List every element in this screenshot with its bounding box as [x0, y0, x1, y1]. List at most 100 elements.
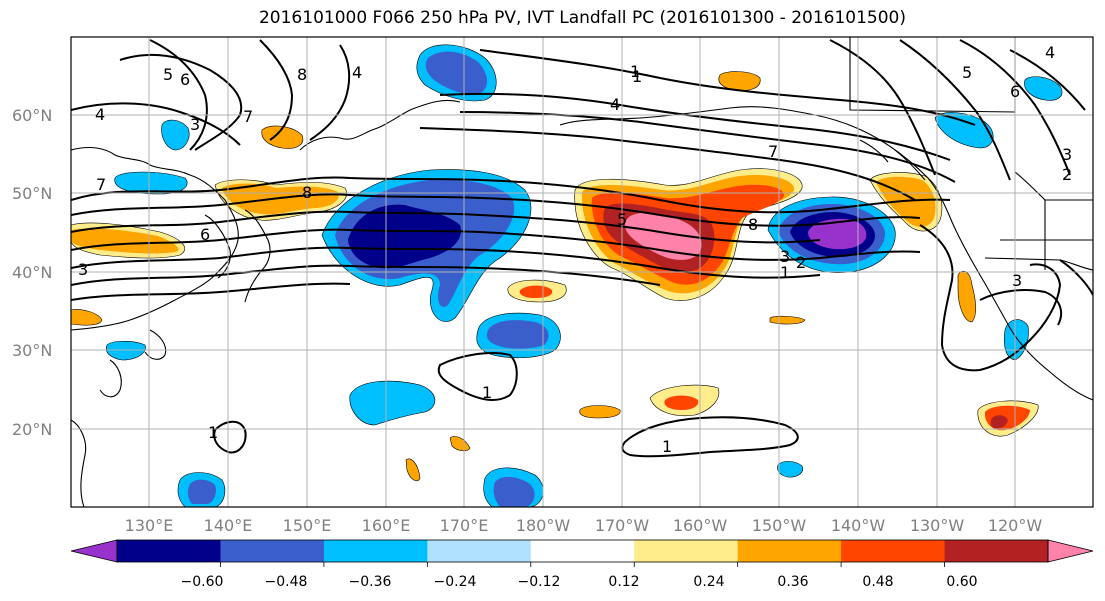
colorbar-swatch [427, 540, 532, 562]
contour-label: 4 [610, 95, 620, 114]
contour-label: 1 [482, 383, 492, 402]
anomaly-region-far-sw-mid [187, 479, 217, 504]
colorbar-label: −0.12 [518, 574, 561, 590]
anomaly-region-far-w-orange-core [71, 228, 179, 254]
colorbar-swatch [737, 540, 842, 562]
anomaly-region-nw-orange [261, 125, 304, 149]
anomaly-region-central-mid [486, 320, 549, 349]
colorbar-swatch [944, 540, 1049, 562]
lon-label: 170°E [440, 516, 489, 535]
anomaly-region-nw-small [161, 119, 190, 151]
lon-label: 160°E [362, 516, 411, 535]
colorbar: −0.60 −0.48 −0.36 −0.24 −0.12 0.12 0.24 … [70, 539, 1094, 590]
lat-label: 60°N [12, 106, 52, 125]
contour-label: 1 [630, 62, 640, 81]
lat-label: 40°N [12, 263, 52, 282]
colorbar-swatch [841, 540, 946, 562]
lat-label: 50°N [12, 184, 52, 203]
contour-label: 6 [1010, 82, 1020, 101]
contour-label: 2 [796, 253, 806, 272]
contour-label: 1 [780, 263, 790, 282]
lon-label: 130°W [910, 516, 965, 535]
map-title: 2016101000 F066 250 hPa PV, IVT Landfall… [258, 8, 906, 28]
gridlines [71, 37, 1093, 507]
anomaly-region-west-core [348, 204, 461, 269]
anomaly-region-far-ne-blue [1024, 76, 1063, 101]
map-frame [70, 36, 1094, 508]
anomaly-region-mid-red [519, 285, 553, 298]
colorbar-swatch [117, 540, 221, 562]
colorbar-labels: −0.60 −0.48 −0.36 −0.24 −0.12 0.12 0.24 … [181, 574, 978, 590]
contour-label: 2 [1062, 165, 1072, 184]
colorbar-swatch [634, 540, 739, 562]
lon-label: 150°W [752, 516, 807, 535]
longitude-labels: 130°E 140°E 150°E 160°E 170°E 180°W 170°… [125, 516, 1043, 535]
contour-label: 8 [302, 183, 312, 202]
contour-label: 7 [243, 107, 253, 126]
colorbar-label: −0.60 [181, 574, 224, 590]
lon-label: 130°E [125, 516, 174, 535]
colorbar-frame [116, 539, 1049, 563]
lon-label: 170°W [595, 516, 650, 535]
anomaly-region-s-red [664, 395, 699, 410]
lon-label: 140°W [831, 516, 886, 535]
colorbar-swatch [70, 539, 118, 563]
anomaly-region-island-orange-2 [405, 458, 421, 482]
colorbar-label: 0.24 [693, 574, 724, 590]
contour-label: 4 [352, 63, 362, 82]
colorbar-swatch [323, 540, 428, 562]
colorbar-label: −0.36 [349, 574, 392, 590]
contour-labels: 5 6 8 4 3 7 4 1 4 7 7 8 6 3 5 8 3 2 1 5 … [78, 43, 1072, 456]
contour-label: 1 [662, 437, 672, 456]
contour-label: 3 [1012, 271, 1022, 290]
contour-label: 5 [163, 65, 173, 84]
anomaly-region-island-orange [449, 436, 471, 452]
anomaly-region-w-edge-orange [71, 309, 103, 326]
lon-label: 120°W [988, 516, 1043, 535]
colorbar-label: 0.60 [946, 574, 977, 590]
colorbar-label: 0.36 [777, 574, 808, 590]
contour-label: 7 [768, 142, 778, 161]
contour-label: 8 [748, 215, 758, 234]
colorbar-label: −0.24 [434, 574, 477, 590]
contour-label: 5 [962, 63, 972, 82]
contour-label: 6 [180, 70, 190, 89]
contour-label: 8 [297, 65, 307, 84]
colorbar-swatch [530, 540, 635, 562]
colorbar-swatches [70, 539, 1094, 567]
anomaly-region-se-darkred [990, 415, 1008, 429]
contour-label: 3 [780, 247, 790, 266]
lon-label: 150°E [283, 516, 332, 535]
contour-label: 6 [200, 225, 210, 244]
contour-label: 1 [632, 67, 642, 86]
anomaly-region-s-small [579, 405, 621, 419]
contour-label: 1 [208, 423, 218, 442]
lon-label: 140°E [204, 516, 253, 535]
anomaly-region-east-core [808, 218, 867, 250]
contour-label: 5 [617, 210, 627, 229]
colorbar-label: 0.12 [608, 574, 639, 590]
latitude-labels: 60°N 50°N 40°N 30°N 20°N [12, 106, 52, 439]
anomaly-region-hawaii-blue [777, 461, 803, 478]
contour-label: 3 [78, 260, 88, 279]
lat-label: 20°N [12, 420, 52, 439]
colorbar-swatch [1047, 539, 1094, 563]
colorbar-swatch [220, 540, 325, 562]
anomaly-region-central-core [624, 212, 702, 260]
contour-label: 3 [190, 115, 200, 134]
anomaly-region-south-blue [349, 380, 436, 426]
anomaly-region-north-mid [425, 51, 487, 95]
colorbar-label: −0.48 [265, 574, 308, 590]
contour-label: 3 [1062, 145, 1072, 164]
colorbar-label: 0.48 [862, 574, 893, 590]
anomaly-region-w-small [105, 340, 146, 361]
anomaly-region-n-orange [718, 71, 761, 91]
anomaly-region-sw-mid [493, 476, 535, 507]
lat-label: 30°N [12, 341, 52, 360]
contour-label: 4 [95, 105, 105, 124]
lon-label: 180°W [516, 516, 571, 535]
contour-label: 7 [96, 175, 106, 194]
lon-label: 160°W [673, 516, 728, 535]
contour-label: 4 [1045, 43, 1055, 62]
